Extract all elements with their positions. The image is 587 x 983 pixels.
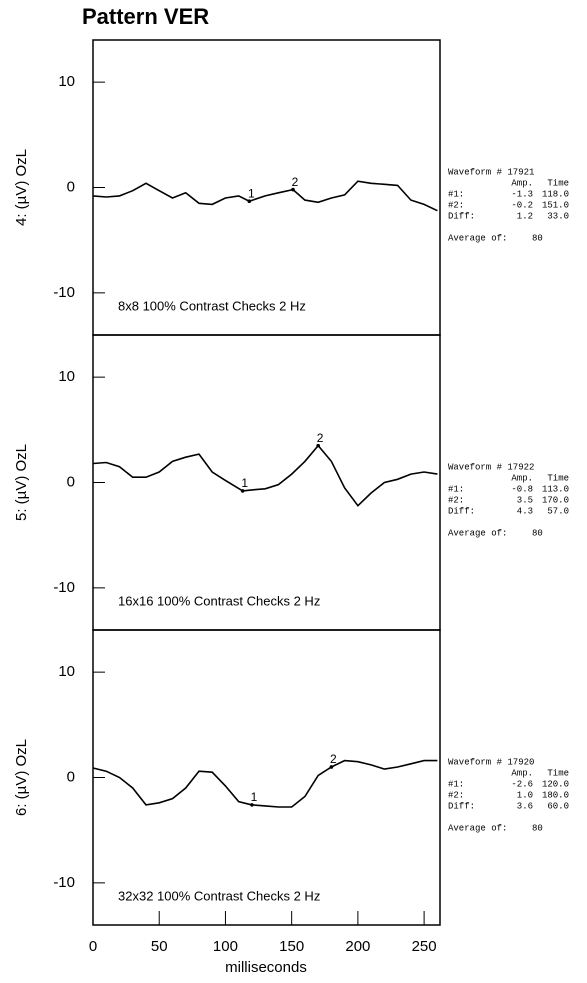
y-tick-label: 10 xyxy=(58,663,75,680)
peak-marker xyxy=(329,765,334,769)
info-cell: 3.6 xyxy=(517,801,533,811)
info-cell: #2: xyxy=(448,200,464,210)
info-cell: 118.0 xyxy=(542,189,569,199)
info-cell: -1.3 xyxy=(511,189,533,199)
info-cell: #1: xyxy=(448,189,464,199)
x-tick-label: 200 xyxy=(345,938,370,955)
info-header: Amp. xyxy=(511,473,533,483)
info-cell: 3.5 xyxy=(517,495,533,505)
panel-frame xyxy=(92,39,441,336)
info-header: Time xyxy=(547,473,569,483)
y-tick-label: 0 xyxy=(67,473,75,490)
panel-annotation: 32x32 100% Contrast Checks 2 Hz xyxy=(118,888,320,903)
peak-label: 1 xyxy=(241,476,248,490)
info-cell: -2.6 xyxy=(511,779,533,789)
x-tick-label: 50 xyxy=(151,938,168,955)
average-value: 80 xyxy=(532,823,543,833)
info-cell: 33.0 xyxy=(547,211,569,221)
info-header: Amp. xyxy=(511,178,533,188)
average-label: Average of: xyxy=(448,823,507,833)
info-cell: #1: xyxy=(448,779,464,789)
y-tick-label: -10 xyxy=(53,579,75,596)
peak-label: 2 xyxy=(317,431,324,445)
y-tick-label: 10 xyxy=(58,368,75,385)
panel-annotation: 16x16 100% Contrast Checks 2 Hz xyxy=(118,593,320,608)
average-label: Average of: xyxy=(448,233,507,243)
peak-marker xyxy=(316,443,320,448)
y-tick-label: 0 xyxy=(67,768,75,785)
peak-label: 2 xyxy=(292,175,299,189)
panel-annotation: 8x8 100% Contrast Checks 2 Hz xyxy=(118,298,306,313)
waveform-id: Waveform # 17921 xyxy=(448,167,534,177)
peak-marker xyxy=(250,803,254,807)
x-tick-label: 150 xyxy=(279,938,304,955)
peak-marker xyxy=(240,489,245,493)
info-cell: -0.8 xyxy=(511,484,533,494)
y-tick-label: 0 xyxy=(67,178,75,195)
peak-label: 1 xyxy=(251,790,258,804)
info-cell: 1.2 xyxy=(517,211,533,221)
panel-frame xyxy=(92,629,441,926)
info-cell: 113.0 xyxy=(542,484,569,494)
y-axis-label: 4: (µV) OzL xyxy=(13,149,30,226)
info-cell: 170.0 xyxy=(542,495,569,505)
y-tick-label: 10 xyxy=(58,73,75,90)
average-value: 80 xyxy=(532,528,543,538)
x-tick-label: 100 xyxy=(213,938,238,955)
x-tick-label: 250 xyxy=(412,938,437,955)
waveform xyxy=(92,759,438,808)
x-tick-label: 0 xyxy=(89,938,97,955)
average-value: 80 xyxy=(532,233,543,243)
waveform xyxy=(92,180,438,212)
chart-title: Pattern VER xyxy=(82,4,209,29)
peak-marker xyxy=(247,199,252,203)
info-cell: #1: xyxy=(448,484,464,494)
info-cell: 60.0 xyxy=(547,801,569,811)
info-header: Amp. xyxy=(511,768,533,778)
panel-frame xyxy=(92,334,441,631)
y-axis-label: 6: (µV) OzL xyxy=(13,739,30,816)
info-cell: 57.0 xyxy=(547,506,569,516)
info-header: Time xyxy=(547,768,569,778)
info-cell: 180.0 xyxy=(542,790,569,800)
info-cell: #2: xyxy=(448,790,464,800)
waveform xyxy=(92,444,438,507)
info-cell: #2: xyxy=(448,495,464,505)
info-cell: 4.3 xyxy=(517,506,533,516)
peak-label: 2 xyxy=(330,752,337,766)
info-cell: 151.0 xyxy=(542,200,569,210)
peak-marker xyxy=(291,187,295,192)
average-label: Average of: xyxy=(448,528,507,538)
y-tick-label: -10 xyxy=(53,284,75,301)
info-cell: Diff: xyxy=(448,506,475,516)
y-tick-label: -10 xyxy=(53,874,75,891)
peak-label: 1 xyxy=(248,186,255,200)
waveform-id: Waveform # 17922 xyxy=(448,462,534,472)
y-axis-label: 5: (µV) OzL xyxy=(13,444,30,521)
info-header: Time xyxy=(547,178,569,188)
info-cell: 1.0 xyxy=(517,790,533,800)
info-cell: Diff: xyxy=(448,801,475,811)
info-cell: Diff: xyxy=(448,211,475,221)
info-cell: 120.0 xyxy=(542,779,569,789)
waveform-id: Waveform # 17920 xyxy=(448,757,534,767)
x-axis-label: milliseconds xyxy=(225,959,307,976)
info-cell: -0.2 xyxy=(511,200,533,210)
